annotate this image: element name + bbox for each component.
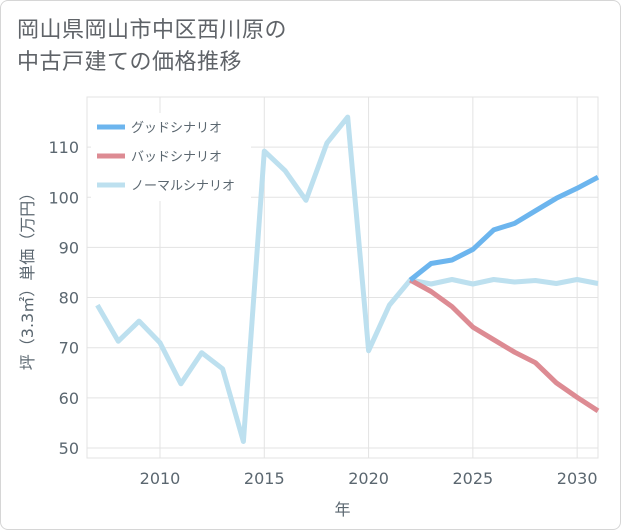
y-tick-label: 90 xyxy=(59,238,79,257)
x-axis-title: 年 xyxy=(334,500,350,519)
x-tick-label: 2010 xyxy=(140,469,181,488)
plot-area-border xyxy=(86,96,599,459)
series-lines xyxy=(95,114,600,444)
y-axis-title: 坪（3.3㎡）単価（万円） xyxy=(18,185,37,370)
x-tick-label: 2020 xyxy=(348,469,389,488)
y-tick-label: 60 xyxy=(59,389,79,408)
y-tick-label: 110 xyxy=(48,138,79,157)
series-line-good xyxy=(408,174,600,282)
x-tick-labels: 2010 2015 2020 2025 2030 xyxy=(140,469,598,488)
chart-title: 岡山県岡山市中区西川原の 中古戸建ての価格推移 xyxy=(17,15,287,79)
x-tick-label: 2030 xyxy=(557,469,598,488)
x-tick-label: 2015 xyxy=(244,469,285,488)
legend-label: グッドシナリオ xyxy=(131,121,222,136)
y-tick-label: 100 xyxy=(48,188,79,207)
legend-label: ノーマルシナリオ xyxy=(131,179,235,194)
x-tick-label: 2025 xyxy=(452,469,493,488)
y-tick-label: 80 xyxy=(59,289,79,308)
legend-label: バッドシナリオ xyxy=(131,150,222,165)
series-line-bad xyxy=(409,277,600,413)
y-tick-label: 70 xyxy=(59,339,79,358)
y-tick-label: 50 xyxy=(59,439,79,458)
y-tick-labels: 50 60 70 80 90 100 110 xyxy=(48,138,79,458)
chart-title-line-1: 岡山県岡山市中区西川原の xyxy=(17,18,288,43)
chart-title-line-2: 中古戸建ての価格推移 xyxy=(17,50,243,75)
